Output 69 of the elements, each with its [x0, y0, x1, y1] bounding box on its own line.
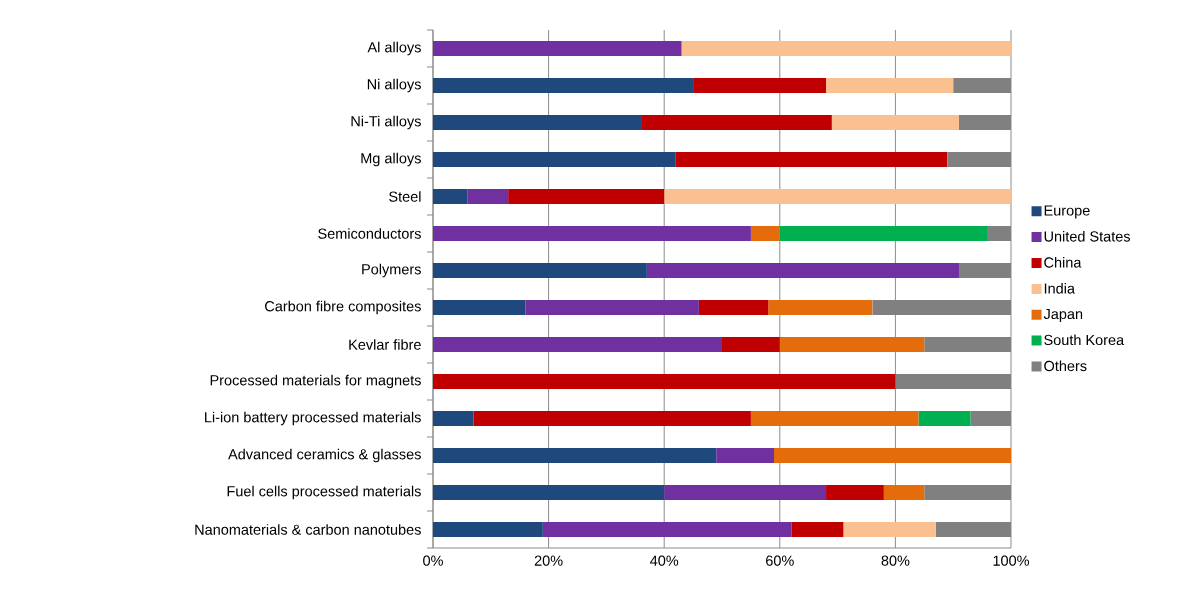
bar — [664, 188, 1011, 204]
x-tick-label: 40% — [650, 555, 679, 566]
bar — [433, 114, 642, 130]
y-tick-label: Polymers — [362, 263, 421, 278]
bar — [843, 521, 936, 537]
bar — [433, 151, 676, 167]
bar — [750, 410, 919, 426]
bar — [779, 225, 988, 241]
bar — [883, 484, 925, 500]
bar — [433, 447, 717, 463]
bar — [542, 521, 792, 537]
y-tick-label: Advanced ceramics & glasses — [228, 448, 421, 463]
bar — [433, 484, 665, 500]
bar — [716, 447, 775, 463]
bar — [693, 77, 827, 93]
x-tick-label: 20% — [534, 555, 563, 566]
y-tick-label: Nanomaterials & carbon nanotubes — [195, 524, 421, 535]
bar — [664, 484, 827, 500]
bar — [779, 336, 925, 352]
bar — [433, 77, 694, 93]
bar — [675, 151, 948, 167]
bar — [433, 373, 896, 389]
y-tick-label: Mg alloys — [361, 152, 421, 167]
bar — [750, 225, 780, 241]
x-tick-label: 0% — [423, 555, 443, 566]
bar — [473, 410, 751, 426]
bar — [433, 41, 682, 56]
bar — [467, 188, 509, 204]
legend-label: United States — [1044, 230, 1131, 242]
y-tick-label: Al alloys — [367, 41, 421, 56]
bar — [508, 188, 665, 204]
y-tick-label: Semiconductors — [318, 228, 421, 239]
bar — [826, 484, 884, 500]
bar — [774, 447, 1011, 463]
x-tick-label: 80% — [881, 555, 910, 566]
y-tick-label: Carbon fibre composites — [265, 300, 421, 315]
y-tick-label: Steel — [389, 191, 421, 202]
x-tick-label: 60% — [766, 555, 794, 566]
bar — [433, 336, 722, 352]
legend-label: South Korea — [1044, 334, 1125, 346]
y-tick-label: Li-ion battery processed materials — [205, 411, 421, 426]
bar — [433, 299, 526, 315]
bar — [681, 41, 1011, 56]
legend-label: Others — [1044, 360, 1087, 372]
bar — [433, 410, 474, 426]
legend-label: Europe — [1044, 205, 1090, 219]
bar — [433, 188, 468, 204]
bar — [768, 299, 873, 315]
bar — [433, 262, 647, 278]
bar — [826, 77, 954, 93]
legend-label: China — [1044, 256, 1082, 268]
y-tick-label: Fuel cells processed materials — [227, 485, 421, 500]
bar — [831, 114, 959, 130]
bar — [641, 114, 832, 130]
bar — [918, 410, 971, 426]
y-tick-label: Kevlar fibre — [349, 339, 421, 350]
bar — [433, 225, 751, 241]
legend-label: Japan — [1043, 309, 1083, 322]
y-tick-label: Processed materials for magnets — [210, 374, 421, 389]
y-tick-label: Ni alloys — [367, 78, 421, 93]
x-tick-label: 100% — [993, 555, 1030, 566]
bar — [525, 299, 699, 315]
bar — [698, 299, 769, 315]
y-tick-label: Ni-Ti alloys — [351, 115, 421, 130]
bar — [433, 521, 543, 537]
bar — [722, 336, 780, 352]
legend-label: India — [1044, 282, 1075, 294]
bar — [646, 262, 959, 278]
bar — [791, 521, 844, 537]
